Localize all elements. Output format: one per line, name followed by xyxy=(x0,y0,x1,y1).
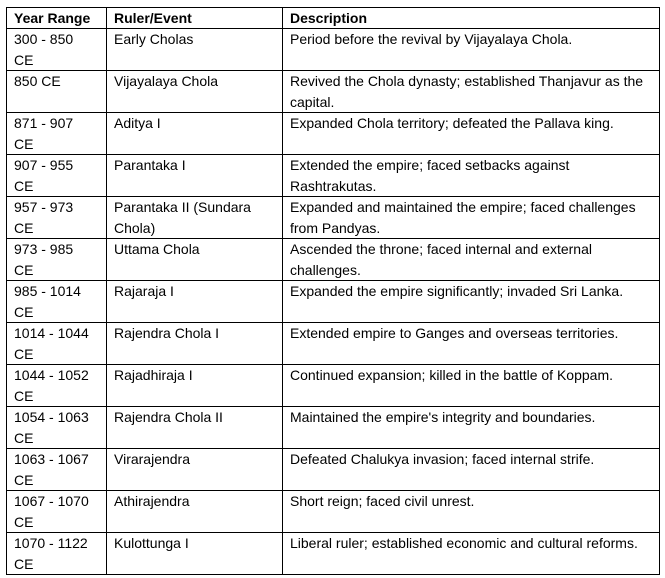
table-row: 850 CE Vijayalaya Chola Revived the Chol… xyxy=(6,70,660,113)
year-range: 1044 - 1052 xyxy=(14,367,89,383)
description-cell: Defeated Chalukya invasion; faced intern… xyxy=(282,448,660,491)
ruler-cell: Virarajendra xyxy=(106,448,283,491)
year-range: 871 - 907 xyxy=(14,115,74,131)
year-range: 1063 - 1067 xyxy=(14,451,89,467)
year-era: CE xyxy=(14,135,34,152)
year-cell: 985 - 1014 CE xyxy=(6,280,107,323)
year-range: 300 - 850 xyxy=(14,31,74,47)
year-era: CE xyxy=(14,51,34,68)
year-range: 957 - 973 xyxy=(14,199,74,215)
year-cell: 300 - 850 CE xyxy=(6,28,107,71)
header-ruler-event: Ruler/Event xyxy=(106,7,283,29)
year-era: CE xyxy=(14,471,34,488)
table-row: 985 - 1014 CE Rajaraja I Expanded the emp… xyxy=(6,280,660,323)
year-era: CE xyxy=(14,513,34,530)
year-range: 850 CE xyxy=(14,73,61,89)
ruler-cell: Uttama Chola xyxy=(106,238,283,281)
table-row: 300 - 850 CE Early Cholas Period before t… xyxy=(6,28,660,71)
description-cell: Expanded Chola territory; defeated the P… xyxy=(282,112,660,155)
year-range: 973 - 985 xyxy=(14,241,74,257)
table-row: 973 - 985 CE Uttama Chola Ascended the th… xyxy=(6,238,660,281)
chola-timeline-table: Year Range Ruler/Event Description 300 -… xyxy=(6,7,660,575)
year-range: 1054 - 1063 xyxy=(14,409,89,425)
table-row: 1014 - 1044 CE Rajendra Chola I Extended … xyxy=(6,322,660,365)
year-era: CE xyxy=(14,387,34,404)
ruler-cell: Rajendra Chola I xyxy=(106,322,283,365)
year-cell: 1054 - 1063 CE xyxy=(6,406,107,449)
year-cell: 957 - 973 CE xyxy=(6,196,107,239)
ruler-cell: Athirajendra xyxy=(106,490,283,533)
table-row: 1067 - 1070 CE Athirajendra Short reign; … xyxy=(6,490,660,533)
ruler-cell: Rajaraja I xyxy=(106,280,283,323)
description-cell: Ascended the throne; faced internal and … xyxy=(282,238,660,281)
ruler-cell: Aditya I xyxy=(106,112,283,155)
ruler-cell: Kulottunga I xyxy=(106,532,283,575)
year-cell: 1014 - 1044 CE xyxy=(6,322,107,365)
table-row: 907 - 955 CE Parantaka I Extended the emp… xyxy=(6,154,660,197)
year-range: 985 - 1014 xyxy=(14,283,81,299)
description-cell: Revived the Chola dynasty; established T… xyxy=(282,70,660,113)
description-cell: Liberal ruler; established economic and … xyxy=(282,532,660,575)
description-cell: Extended the empire; faced setbacks agai… xyxy=(282,154,660,197)
year-cell: 871 - 907 CE xyxy=(6,112,107,155)
year-era: CE xyxy=(14,303,34,320)
ruler-cell: Rajendra Chola II xyxy=(106,406,283,449)
year-cell: 1063 - 1067 CE xyxy=(6,448,107,491)
year-range: 1070 - 1122 xyxy=(14,535,88,551)
year-cell: 1070 - 1122 CE xyxy=(6,532,107,575)
description-cell: Maintained the empire's integrity and bo… xyxy=(282,406,660,449)
table-row: 957 - 973 CE Parantaka II (Sundara Chola)… xyxy=(6,196,660,239)
year-cell: 850 CE xyxy=(6,70,107,113)
table-row: 1044 - 1052 CE Rajadhiraja I Continued ex… xyxy=(6,364,660,407)
table-row: 1070 - 1122 CE Kulottunga I Liberal ruler… xyxy=(6,532,660,575)
year-cell: 907 - 955 CE xyxy=(6,154,107,197)
year-range: 1067 - 1070 xyxy=(14,493,89,509)
header-description: Description xyxy=(282,7,660,29)
year-era: CE xyxy=(14,177,34,194)
year-cell: 1044 - 1052 CE xyxy=(6,364,107,407)
year-cell: 1067 - 1070 CE xyxy=(6,490,107,533)
year-range: 907 - 955 xyxy=(14,157,74,173)
year-range: 1014 - 1044 xyxy=(14,325,89,341)
description-cell: Period before the revival by Vijayalaya … xyxy=(282,28,660,71)
header-year-range: Year Range xyxy=(6,7,107,29)
description-cell: Extended empire to Ganges and overseas t… xyxy=(282,322,660,365)
table-row: 871 - 907 CE Aditya I Expanded Chola terr… xyxy=(6,112,660,155)
year-era: CE xyxy=(14,555,34,572)
year-cell: 973 - 985 CE xyxy=(6,238,107,281)
ruler-cell: Parantaka II (Sundara Chola) xyxy=(106,196,283,239)
year-era: CE xyxy=(14,219,34,236)
description-cell: Short reign; faced civil unrest. xyxy=(282,490,660,533)
header-row: Year Range Ruler/Event Description xyxy=(6,7,660,29)
table-row: 1054 - 1063 CE Rajendra Chola II Maintain… xyxy=(6,406,660,449)
description-cell: Continued expansion; killed in the battl… xyxy=(282,364,660,407)
year-era: CE xyxy=(14,345,34,362)
ruler-cell: Rajadhiraja I xyxy=(106,364,283,407)
table-row: 1063 - 1067 CE Virarajendra Defeated Chal… xyxy=(6,448,660,491)
description-cell: Expanded and maintained the empire; face… xyxy=(282,196,660,239)
ruler-cell: Early Cholas xyxy=(106,28,283,71)
description-cell: Expanded the empire significantly; invad… xyxy=(282,280,660,323)
year-era: CE xyxy=(14,429,34,446)
year-era: CE xyxy=(14,261,34,278)
ruler-cell: Vijayalaya Chola xyxy=(106,70,283,113)
ruler-cell: Parantaka I xyxy=(106,154,283,197)
